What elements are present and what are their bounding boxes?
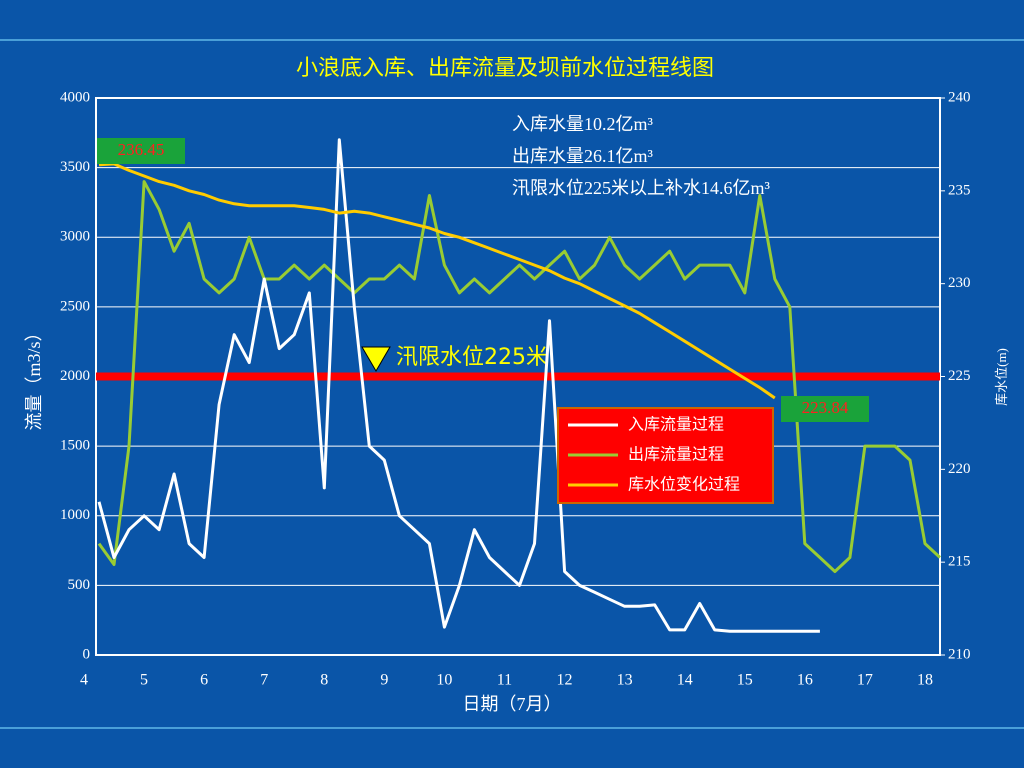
y-tick-label: 3500	[60, 159, 90, 175]
y2-tick-label: 215	[948, 554, 971, 570]
note: 汛限水位225米以上补水14.6亿m³	[512, 178, 770, 198]
y-tick-label: 2000	[60, 368, 90, 384]
annotation-box	[97, 138, 185, 164]
x-tick-label: 10	[436, 672, 452, 689]
x-tick-label: 11	[497, 672, 512, 689]
annotation-box	[781, 396, 869, 422]
series-line	[97, 180, 942, 573]
x-tick-label: 15	[737, 672, 753, 689]
series-line	[97, 138, 820, 633]
y2-tick-label: 240	[948, 89, 971, 105]
x-tick-label: 7	[260, 672, 268, 689]
y-tick-label: 500	[68, 577, 91, 593]
y2-tick-label: 225	[948, 368, 971, 384]
x-tick-label: 6	[200, 672, 208, 689]
x-tick-label: 16	[797, 672, 813, 689]
note: 入库水量10.2亿m³	[512, 114, 654, 134]
x-tick-label: 4	[80, 672, 88, 689]
x-tick-label: 14	[677, 672, 693, 689]
annotation: 223.84	[802, 398, 849, 417]
y-axis-label: 流量（m3/s）	[24, 323, 44, 430]
y-tick-label: 0	[83, 646, 91, 662]
y-tick-label: 4000	[60, 89, 90, 105]
x-tick-label: 9	[380, 672, 388, 689]
annotation: 236.45	[118, 140, 165, 159]
x-tick-label: 5	[140, 672, 148, 689]
x-tick-label: 12	[557, 672, 573, 689]
x-tick-label: 17	[857, 672, 873, 689]
y2-tick-label: 230	[948, 275, 971, 291]
y-tick-label: 2500	[60, 298, 90, 314]
reference-marker	[361, 346, 391, 372]
y-tick-label: 1000	[60, 507, 90, 523]
y2-tick-label: 235	[948, 182, 971, 198]
y-tick-label: 1500	[60, 438, 90, 454]
x-tick-label: 13	[617, 672, 633, 689]
x-tick-label: 18	[917, 672, 933, 689]
reference-label: 汛限水位225米	[396, 345, 548, 370]
legend-label: 库水位变化过程	[628, 475, 740, 494]
series-line	[98, 162, 776, 400]
notes: 入库水量10.2亿m³ 出库水量26.1亿m³ 汛限水位225米以上补水14.6…	[512, 114, 770, 198]
note: 出库水量26.1亿m³	[512, 146, 654, 166]
y2-axis-label: 库水位(m)	[994, 348, 1009, 406]
legend-label: 入库流量过程	[628, 415, 724, 434]
y-tick-label: 3000	[60, 229, 90, 245]
x-axis-label: 日期（7月）	[463, 694, 562, 714]
y2-tick-label: 220	[948, 461, 971, 477]
legend-label: 出库流量过程	[628, 445, 724, 464]
x-tick-label: 8	[320, 672, 328, 689]
y2-tick-label: 210	[948, 646, 971, 662]
chart-title: 小浪底入库、出库流量及坝前水位过程线图	[296, 56, 714, 81]
